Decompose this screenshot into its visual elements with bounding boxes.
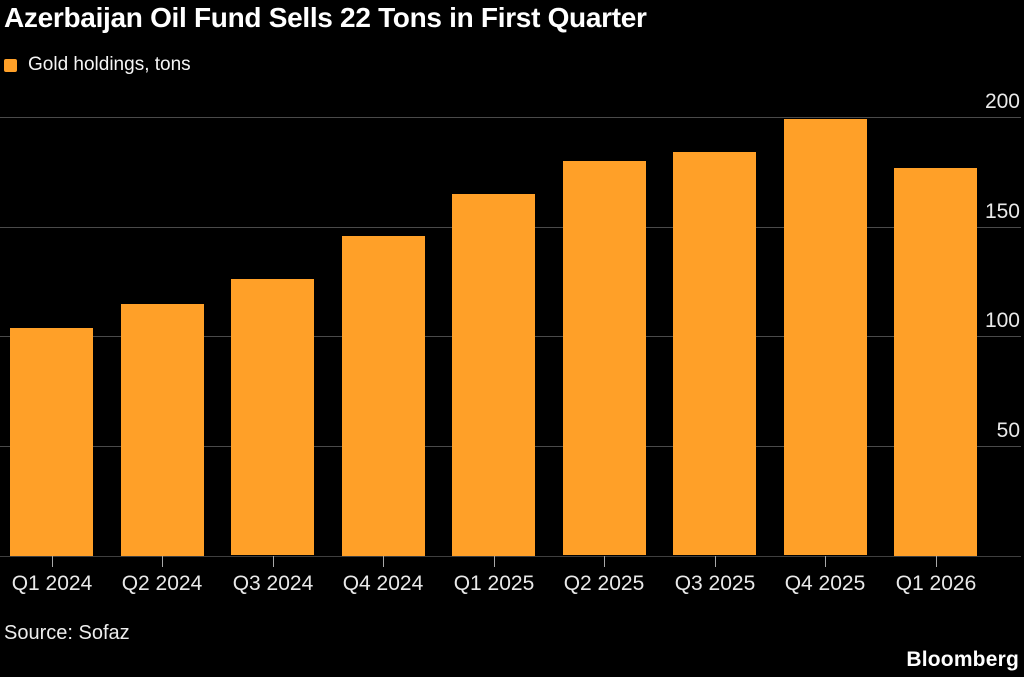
bar-q4-2025 — [784, 119, 867, 555]
bar-q3-2024 — [231, 279, 314, 555]
x-tick-q1-2026 — [936, 556, 937, 567]
x-axis-label-q1-2026: Q1 2026 — [895, 572, 977, 595]
x-tick-q1-2024 — [52, 556, 53, 567]
x-tick-q4-2025 — [825, 556, 826, 567]
y-axis-label-100: 100 — [984, 309, 1020, 332]
x-axis-label-q4-2025: Q4 2025 — [784, 572, 866, 595]
x-tick-q3-2025 — [715, 556, 716, 567]
bar-q3-2025 — [673, 152, 756, 555]
x-axis-label-q1-2025: Q1 2025 — [453, 572, 535, 595]
source-note: Source: Sofaz — [4, 622, 130, 644]
x-tick-q4-2024 — [383, 556, 384, 567]
bar-q2-2025 — [563, 161, 646, 555]
gridline-200 — [0, 117, 1021, 118]
legend-swatch-icon — [4, 59, 17, 72]
x-axis-label-q4-2024: Q4 2024 — [342, 572, 424, 595]
chart-title: Azerbaijan Oil Fund Sells 22 Tons in Fir… — [4, 2, 647, 33]
bar-q2-2024 — [121, 304, 204, 556]
x-axis-label-q3-2024: Q3 2024 — [232, 572, 314, 595]
x-tick-q2-2025 — [604, 556, 605, 567]
x-tick-q3-2024 — [273, 556, 274, 567]
legend: Gold holdings, tons — [4, 54, 191, 76]
bar-q4-2024 — [342, 236, 425, 556]
x-axis-label-q1-2024: Q1 2024 — [11, 572, 93, 595]
y-axis-label-150: 150 — [984, 200, 1020, 223]
bar-q1-2026 — [894, 168, 977, 556]
x-tick-q1-2025 — [494, 556, 495, 567]
bloomberg-logo: Bloomberg — [906, 648, 1019, 671]
x-axis-label-q2-2025: Q2 2025 — [563, 572, 645, 595]
y-axis-label-50: 50 — [996, 419, 1020, 442]
legend-label: Gold holdings, tons — [28, 54, 191, 75]
x-axis-line — [0, 556, 1021, 557]
x-axis-label-q2-2024: Q2 2024 — [121, 572, 203, 595]
bar-q1-2024 — [10, 328, 93, 556]
y-axis-label-200: 200 — [984, 90, 1020, 113]
x-axis-label-q3-2025: Q3 2025 — [674, 572, 756, 595]
bar-q1-2025 — [452, 194, 535, 556]
x-tick-q2-2024 — [162, 556, 163, 567]
